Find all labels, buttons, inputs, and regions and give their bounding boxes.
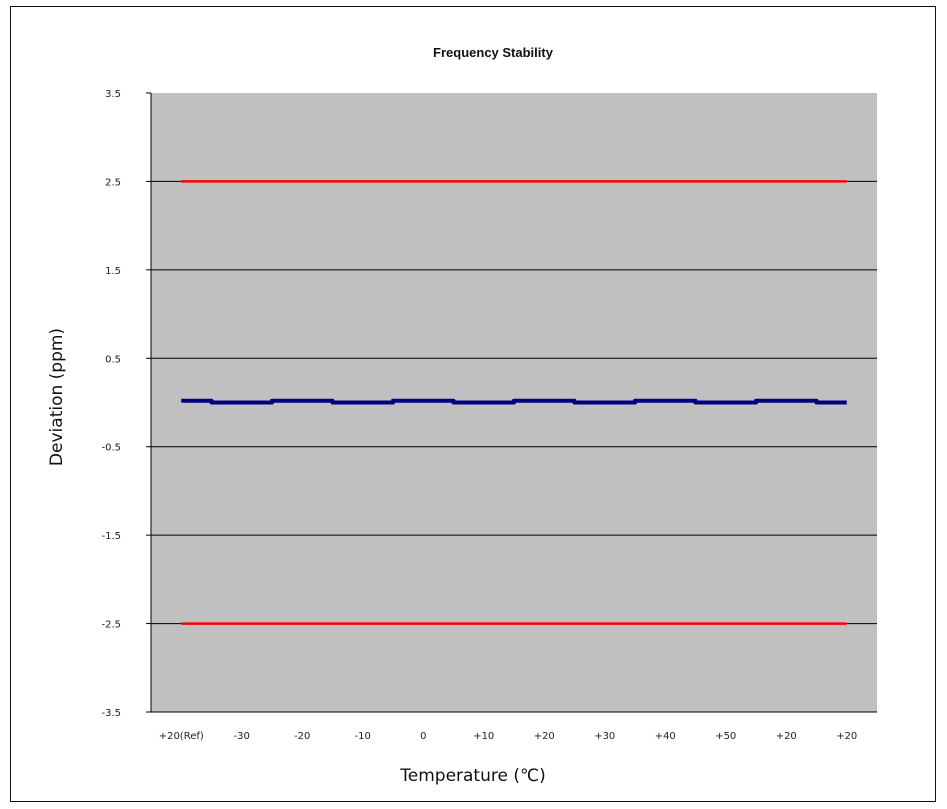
y-tick-label: 2.5 [105, 177, 121, 188]
x-tick-label: 0 [420, 731, 426, 742]
y-tick-label: -3.5 [101, 708, 121, 719]
x-tick-label: -10 [355, 731, 371, 742]
x-tick-label: +50 [715, 731, 736, 742]
x-tick-label: +20 [534, 731, 555, 742]
chart-title: Frequency Stability [433, 45, 554, 60]
x-tick-label: +20 [776, 731, 797, 742]
y-tick-label: -0.5 [101, 443, 121, 454]
y-tick-label: 1.5 [105, 266, 121, 277]
y-axis-label: Deviation (ppm) [47, 328, 67, 466]
x-tick-label: +30 [594, 731, 615, 742]
y-tick-label: 3.5 [105, 89, 121, 100]
x-tick-label: -30 [234, 731, 250, 742]
y-tick-label: -1.5 [101, 531, 121, 542]
y-tick-label: -2.5 [101, 620, 121, 631]
plot-area: 3.5 2.5 1.5 0.5 -0.5 -1.5 -2.5 -3.5 +20(Ref) -30 -… [101, 89, 877, 742]
x-tick-label: -20 [294, 731, 310, 742]
x-axis-label: Temperature (℃) [399, 766, 545, 786]
x-tick-label: +20 [836, 731, 857, 742]
x-tick-label: +20(Ref) [159, 731, 204, 742]
y-tick-label: 0.5 [105, 354, 121, 365]
x-tick-label: +10 [473, 731, 494, 742]
series-line-deviation [181, 398, 847, 405]
x-tick-label: +40 [655, 731, 676, 742]
